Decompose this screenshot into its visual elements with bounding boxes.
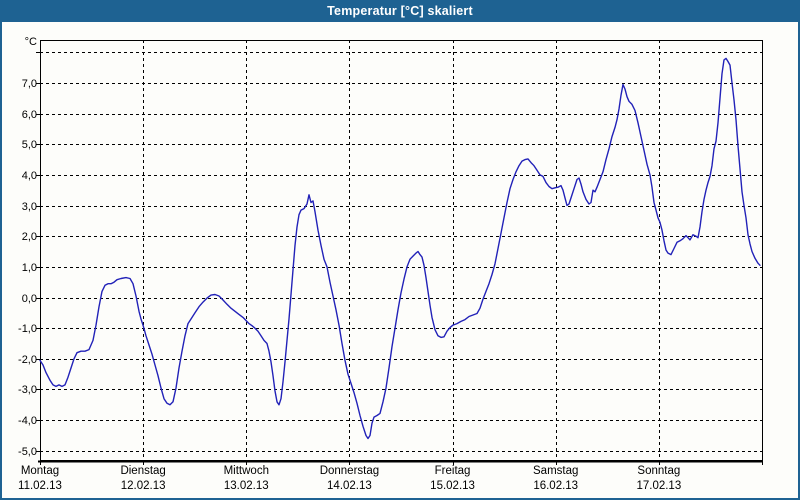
plot-border <box>40 40 763 461</box>
day-date-label: 16.02.13 <box>533 480 579 492</box>
day-name-label: Dienstag <box>120 465 166 477</box>
y-axis-label: 2,0 <box>21 230 37 243</box>
day-date-label: 14.02.13 <box>327 480 372 492</box>
day-name-label: Freitag <box>434 465 471 477</box>
y-axis-label: -2,0 <box>18 353 37 366</box>
y-axis-label: -4,0 <box>18 414 37 427</box>
y-axis-label: 7,0 <box>21 77 37 90</box>
day-date-label: 15.02.13 <box>430 480 475 492</box>
y-axis-label: 4,0 <box>21 169 37 182</box>
y-axis-label: 6,0 <box>21 108 37 121</box>
y-axis-label: 3,0 <box>21 200 37 213</box>
y-axis-unit-label: °C <box>24 36 37 48</box>
window-title: Temperatur [°C] skaliert <box>0 0 800 22</box>
day-name-label: Samstag <box>533 465 579 477</box>
y-axis-label: 5,0 <box>21 138 37 151</box>
day-date-label: 12.02.13 <box>120 480 166 492</box>
day-date-label: 11.02.13 <box>18 480 62 492</box>
y-axis-label: -3,0 <box>18 383 37 396</box>
y-axis-label: -5,0 <box>18 445 37 458</box>
temperature-line <box>39 57 761 440</box>
day-name-label: Mittwoch <box>223 465 269 477</box>
day-name-label: Donnerstag <box>319 465 380 477</box>
day-date-label: 13.02.13 <box>223 480 269 492</box>
day-name-label: Sonntag <box>637 465 681 477</box>
y-axis-label: 1,0 <box>21 261 37 274</box>
y-axis-label: 0,0 <box>21 292 37 305</box>
day-date-label: 17.02.13 <box>636 480 682 492</box>
day-name-label: Montag <box>20 465 60 477</box>
y-axis-label: -1,0 <box>18 322 37 335</box>
